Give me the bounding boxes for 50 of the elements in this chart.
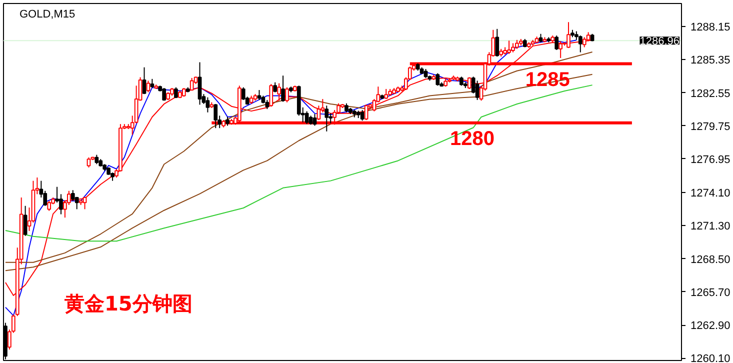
- y-tick-label: 1262.90: [690, 320, 730, 332]
- candlestick: [312, 114, 317, 126]
- candlestick: [285, 86, 289, 103]
- candlestick: [269, 84, 274, 108]
- candlestick: [304, 110, 309, 125]
- candlestick: [214, 103, 218, 129]
- candlestick: [94, 154, 99, 165]
- candlestick: [436, 72, 440, 86]
- y-tick-label: 1260.10: [690, 353, 730, 363]
- candlestick: [190, 77, 194, 92]
- candlestick: [360, 110, 364, 122]
- y-tick-label: 1274.10: [690, 188, 730, 200]
- candlestick: [507, 40, 511, 54]
- candlestick: [86, 156, 91, 168]
- candlestick: [198, 62, 202, 106]
- series-label: 1280: [450, 128, 494, 150]
- candlestick: [578, 35, 582, 53]
- y-tick-label: 1271.30: [690, 220, 730, 233]
- y-tick-label: 1279.75: [690, 120, 730, 133]
- candlestick: [150, 78, 154, 89]
- candlestick: [257, 90, 262, 100]
- y-tick-label: 1288.15: [690, 22, 730, 34]
- line-series: [4, 84, 593, 242]
- candlestick: [82, 196, 87, 210]
- candlestick: [281, 75, 285, 102]
- y-tick-label: 1276.95: [690, 154, 730, 166]
- annotation: 黄金15分钟图: [64, 291, 192, 316]
- candlestick: [241, 86, 246, 100]
- candlestick: [206, 96, 210, 113]
- candlestick: [23, 205, 28, 236]
- candlestick: [277, 82, 281, 102]
- chart-title: GOLD,M15: [20, 8, 76, 20]
- y-tick-label: 1268.50: [690, 254, 730, 266]
- candlestick: [324, 105, 329, 132]
- candlestick: [70, 190, 75, 202]
- y-tick-label: 1282.55: [690, 88, 730, 100]
- y-tick-label: 1265.70: [690, 286, 730, 299]
- candlestick: [162, 88, 166, 102]
- candlestick: [146, 80, 150, 93]
- candlestick: [265, 99, 270, 110]
- candlestick: [495, 28, 500, 58]
- candlestick: [554, 35, 559, 50]
- candlestick: [384, 88, 388, 100]
- candlestick: [475, 80, 480, 100]
- candlestick: [273, 82, 278, 93]
- candlestick: [142, 66, 146, 95]
- candlestick: [511, 42, 515, 53]
- candlestick: [328, 112, 333, 124]
- y-tick-label: 1285.35: [690, 54, 730, 67]
- candlestick: [47, 200, 52, 212]
